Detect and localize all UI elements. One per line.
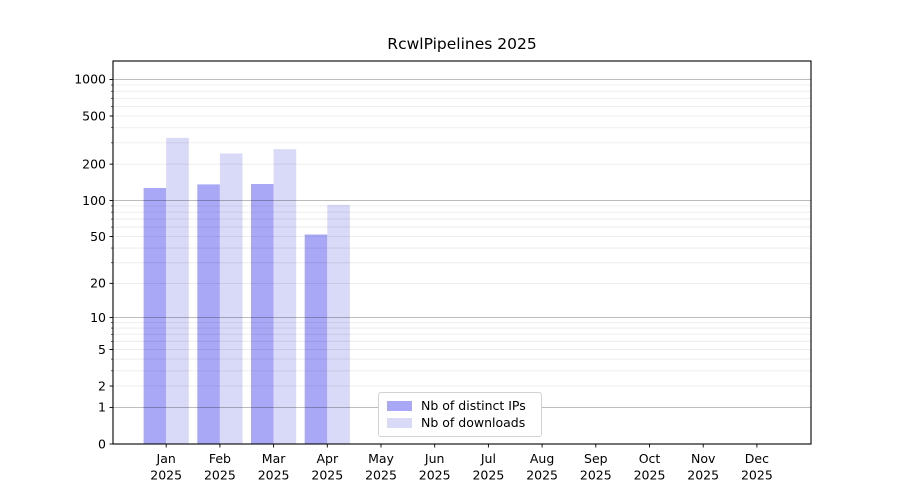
y-tick-label: 200 (82, 156, 106, 171)
x-tick-label-month: Aug (530, 451, 554, 466)
y-tick-label: 20 (90, 276, 106, 291)
x-tick-label-month: May (368, 451, 394, 466)
x-tick-label-month: Mar (262, 451, 286, 466)
legend-swatch-downloads (387, 417, 412, 428)
legend-swatch-distinct-ips (387, 401, 412, 412)
y-tick-label: 5 (98, 342, 106, 357)
y-tick-label: 10 (90, 310, 106, 325)
bar-nb-of-distinct-ips-jan (143, 187, 167, 444)
x-tick-label-year: 2025 (472, 468, 504, 483)
y-tick-label: 1 (98, 400, 106, 415)
bar-nb-of-downloads-apr (327, 204, 350, 444)
x-tick-label-year: 2025 (150, 468, 182, 483)
x-tick-label-month: Feb (209, 451, 231, 466)
plot-frame (112, 60, 812, 445)
bar-nb-of-downloads-jan (166, 137, 189, 445)
legend: Nb of distinct IPs Nb of downloads (378, 392, 542, 437)
x-tick-label-year: 2025 (687, 468, 719, 483)
x-tick-label-month: Jul (480, 451, 496, 466)
y-tick-label: 2 (98, 378, 106, 393)
x-tick-label-month: Jan (156, 451, 176, 466)
x-tick-label-year: 2025 (204, 468, 236, 483)
y-tick-label: 1000 (74, 72, 106, 87)
x-tick-label-month: Dec (745, 451, 769, 466)
chart-title: RcwlPipelines 2025 (387, 35, 537, 53)
y-tick-label: 100 (82, 193, 106, 208)
x-tick-label-year: 2025 (526, 468, 558, 483)
bar-nb-of-distinct-ips-mar (251, 184, 274, 444)
bar-nb-of-downloads-feb (219, 153, 243, 444)
x-tick-label-year: 2025 (311, 468, 343, 483)
x-tick-label-year: 2025 (258, 468, 290, 483)
x-tick-label-month: Apr (316, 451, 338, 466)
x-tick-label-year: 2025 (419, 468, 451, 483)
x-tick-label-year: 2025 (741, 468, 773, 483)
bar-nb-of-distinct-ips-apr (304, 234, 328, 444)
x-tick-label-month: Sep (584, 451, 608, 466)
bar-nb-of-distinct-ips-feb (197, 184, 220, 444)
x-tick-label-month: Oct (639, 451, 661, 466)
y-tick-label: 0 (98, 436, 106, 451)
y-tick-label: 50 (90, 229, 106, 244)
legend-label: Nb of downloads (421, 414, 526, 430)
legend-item-distinct-ips: Nb of distinct IPs (387, 398, 541, 413)
legend-item-downloads: Nb of downloads (387, 414, 541, 430)
x-tick-label-year: 2025 (365, 468, 397, 483)
y-tick-label: 500 (82, 108, 106, 123)
legend-label: Nb of distinct IPs (421, 398, 526, 413)
x-tick-label-month: Nov (691, 451, 716, 466)
x-tick-label-month: Jun (424, 451, 445, 466)
x-tick-label-year: 2025 (580, 468, 612, 483)
x-tick-label-year: 2025 (634, 468, 666, 483)
bar-nb-of-downloads-mar (273, 149, 297, 444)
